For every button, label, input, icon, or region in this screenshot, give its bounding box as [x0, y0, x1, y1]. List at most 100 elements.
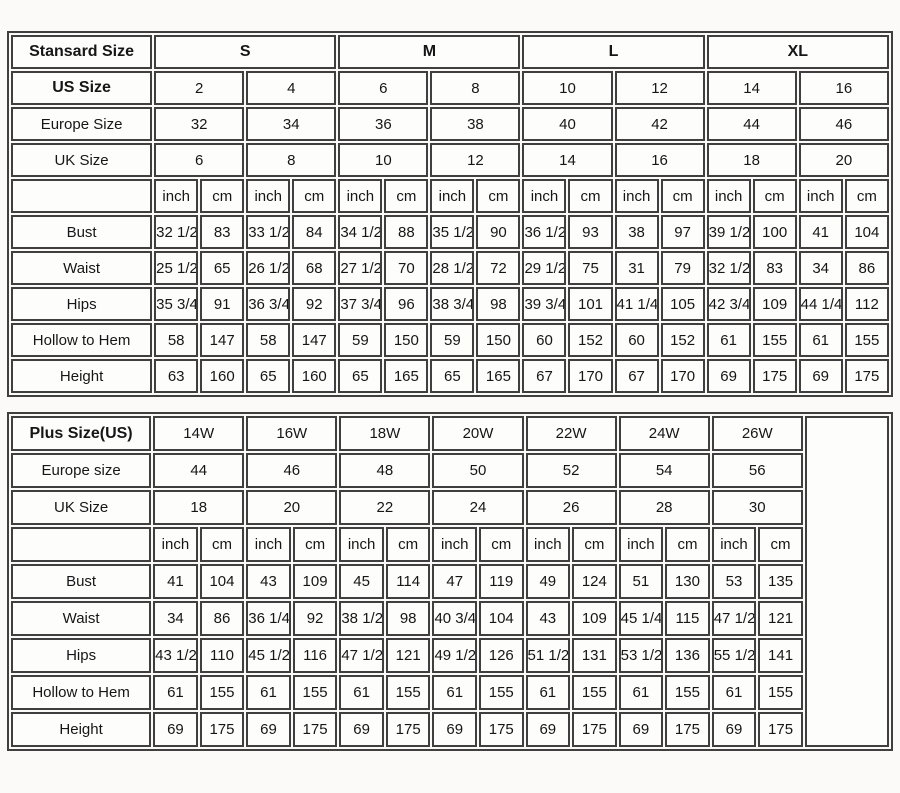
size-cell: 14: [706, 71, 797, 105]
measure-cell: 65: [430, 359, 475, 393]
size-cell: 50: [432, 453, 524, 488]
measure-cell: 45: [339, 564, 384, 599]
size-group-header: 22W: [525, 416, 617, 451]
measure-cell: 27 1/2: [338, 251, 383, 285]
measure-cell: 109: [752, 287, 797, 321]
size-cell: 42: [614, 107, 705, 141]
measure-cell: 69: [246, 712, 291, 747]
measure-cell: 165: [384, 359, 429, 393]
unit-header: inch: [618, 527, 664, 562]
measure-cell: 68: [292, 251, 337, 285]
measure-cell: 45 1/4: [618, 601, 664, 636]
standard-size-table: Stansard Size S M L XL US Size 2 4 6 8 10 12 14 16 Eur…: [7, 31, 893, 397]
size-cell: 8: [246, 143, 337, 177]
measure-cell: 40 3/4: [432, 601, 477, 636]
unit-header: inch: [706, 179, 751, 213]
unit-header: inch: [614, 179, 659, 213]
unit-header: cm: [476, 179, 521, 213]
plus-size-table: Plus Size(US) 14W 16W 18W 20W 22W 24W 26W Europe…: [7, 412, 893, 751]
measure-cell: 65: [246, 359, 291, 393]
unit-header: cm: [660, 179, 705, 213]
measure-cell: 75: [568, 251, 613, 285]
unit-header: inch: [246, 527, 291, 562]
measure-cell: 43: [246, 564, 291, 599]
measure-cell: 69: [711, 712, 757, 747]
measure-cell: 91: [200, 287, 245, 321]
measure-cell: 61: [525, 675, 571, 710]
measure-cell: 86: [844, 251, 889, 285]
size-group-header: M: [338, 35, 521, 69]
size-cell: 8: [430, 71, 521, 105]
measure-cell: 67: [614, 359, 659, 393]
measure-cell: 83: [200, 215, 245, 249]
measure-cell: 92: [292, 287, 337, 321]
measure-cell: 41: [153, 564, 198, 599]
measure-cell: 86: [199, 601, 245, 636]
measure-cell: 131: [572, 638, 617, 673]
unit-header: cm: [292, 179, 337, 213]
measure-cell: 155: [665, 675, 710, 710]
measure-cell: 61: [432, 675, 477, 710]
size-group-header: 24W: [618, 416, 710, 451]
measure-cell: 28 1/2: [430, 251, 475, 285]
measure-cell: 58: [154, 323, 199, 357]
measure-cell: 152: [568, 323, 613, 357]
measure-cell: 53: [711, 564, 757, 599]
unit-row-spacer: [11, 179, 153, 213]
size-cell: 56: [711, 453, 803, 488]
size-cell: 6: [154, 143, 245, 177]
measure-cell: 165: [476, 359, 521, 393]
measure-cell: 160: [200, 359, 245, 393]
unit-header: cm: [199, 527, 245, 562]
measure-cell: 36 3/4: [246, 287, 291, 321]
row-label: Waist: [11, 251, 153, 285]
measure-cell: 98: [385, 601, 431, 636]
unit-header: inch: [522, 179, 567, 213]
measure-cell: 110: [199, 638, 245, 673]
unit-row-spacer: [11, 527, 152, 562]
measure-cell: 53 1/2: [618, 638, 664, 673]
empty-column: [804, 416, 889, 747]
size-group-header: L: [522, 35, 705, 69]
measure-cell: 115: [665, 601, 710, 636]
measure-cell: 58: [246, 323, 291, 357]
measure-cell: 104: [478, 601, 524, 636]
unit-header: inch: [430, 179, 475, 213]
measure-cell: 60: [614, 323, 659, 357]
row-label: UK Size: [11, 490, 152, 525]
size-group-header: 16W: [246, 416, 338, 451]
measure-cell: 175: [752, 359, 797, 393]
size-group-header: S: [154, 35, 337, 69]
size-cell: 52: [525, 453, 617, 488]
unit-header: inch: [432, 527, 477, 562]
size-group-header: 18W: [339, 416, 431, 451]
measure-cell: 39 3/4: [522, 287, 567, 321]
unit-header: inch: [711, 527, 757, 562]
size-cell: 36: [338, 107, 429, 141]
measure-cell: 147: [292, 323, 337, 357]
measure-cell: 35 1/2: [430, 215, 475, 249]
measure-cell: 155: [292, 675, 338, 710]
measure-cell: 100: [752, 215, 797, 249]
measure-cell: 36 1/4: [246, 601, 291, 636]
measure-cell: 155: [478, 675, 524, 710]
row-label: Hollow to Hem: [11, 675, 152, 710]
unit-header: cm: [758, 527, 803, 562]
unit-header: inch: [338, 179, 383, 213]
measure-cell: 26 1/2: [246, 251, 291, 285]
measure-cell: 34: [798, 251, 843, 285]
measure-cell: 112: [844, 287, 889, 321]
measure-cell: 61: [339, 675, 384, 710]
unit-header: inch: [154, 179, 199, 213]
measure-cell: 38: [614, 215, 659, 249]
measure-cell: 42 3/4: [706, 287, 751, 321]
size-cell: 22: [339, 490, 431, 525]
measure-cell: 51: [618, 564, 664, 599]
measure-cell: 69: [618, 712, 664, 747]
row-label: Europe size: [11, 453, 152, 488]
measure-cell: 34 1/2: [338, 215, 383, 249]
measure-cell: 109: [292, 564, 338, 599]
size-group-header: XL: [706, 35, 889, 69]
unit-header: cm: [478, 527, 524, 562]
measure-cell: 35 3/4: [154, 287, 199, 321]
